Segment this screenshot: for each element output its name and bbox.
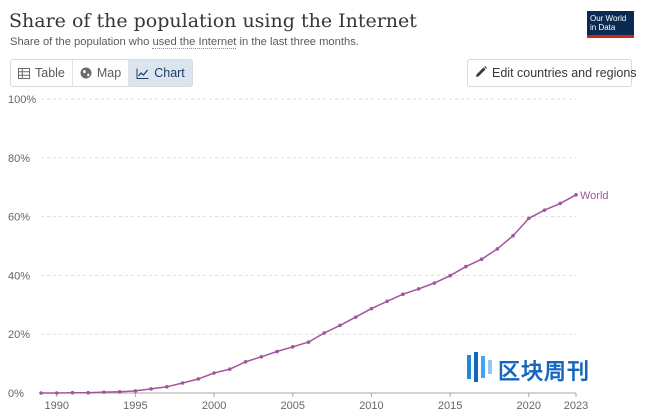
data-point <box>416 287 421 291</box>
data-point <box>322 331 327 335</box>
x-tick-label: 2023 <box>564 400 588 412</box>
watermark-text: 区块周刊 <box>498 359 591 385</box>
x-tick-label: 2010 <box>359 400 383 412</box>
y-tick-label: 20% <box>8 329 30 341</box>
data-point <box>290 345 295 349</box>
subtitle-definition-link[interactable]: used the Internet <box>152 36 237 49</box>
logo-line2: in Data <box>590 23 616 32</box>
data-point <box>526 216 531 221</box>
x-tick-label: 2020 <box>517 400 541 412</box>
y-tick-label: 80% <box>8 153 30 165</box>
data-point <box>149 387 153 391</box>
data-point <box>212 371 216 375</box>
data-point <box>432 281 437 285</box>
y-tick-label: 0% <box>8 388 24 400</box>
data-point <box>338 323 342 328</box>
data-point <box>196 377 201 381</box>
data-point <box>228 367 232 371</box>
data-point <box>385 299 389 304</box>
table-icon <box>18 67 30 79</box>
chart-subtitle: Share of the population who used the Int… <box>10 36 359 49</box>
data-point <box>306 340 311 344</box>
tab-map-label: Map <box>96 66 122 80</box>
data-point <box>542 208 547 212</box>
owid-logo[interactable]: Our World in Data <box>587 11 634 38</box>
data-point <box>165 385 169 389</box>
tab-table[interactable]: Table <box>11 60 73 86</box>
data-point <box>275 349 279 354</box>
data-point <box>495 247 500 251</box>
data-point <box>133 389 138 393</box>
y-tick-label: 40% <box>8 270 30 282</box>
data-point <box>353 315 358 319</box>
data-point <box>39 391 43 395</box>
y-tick-label: 100% <box>8 94 36 106</box>
x-tick-label: 2000 <box>202 400 226 412</box>
data-point <box>243 360 248 364</box>
data-point <box>479 257 484 262</box>
pencil-icon <box>475 65 487 81</box>
data-point <box>54 391 59 395</box>
view-tabs: Table Map Chart <box>10 59 193 87</box>
logo-line1: Our World <box>590 14 627 23</box>
data-point <box>574 193 578 197</box>
tab-chart[interactable]: Chart <box>129 60 192 86</box>
data-point <box>448 273 452 278</box>
globe-icon <box>80 67 92 79</box>
x-tick-label: 2005 <box>281 400 305 412</box>
tab-map[interactable]: Map <box>73 60 130 86</box>
x-tick-label: 2015 <box>438 400 462 412</box>
line-chart-icon <box>136 68 149 79</box>
series-label-world: World <box>580 190 609 202</box>
data-point <box>464 264 468 269</box>
data-point <box>558 201 563 206</box>
data-point <box>511 233 515 238</box>
tab-table-label: Table <box>35 66 65 80</box>
tab-chart-label: Chart <box>154 66 185 80</box>
data-point <box>117 390 122 394</box>
watermark: 区块周刊 <box>464 352 590 387</box>
edit-countries-button[interactable]: Edit countries and regions <box>467 59 637 87</box>
data-point <box>401 292 405 297</box>
subtitle-text-post: in the last three months. <box>236 36 359 48</box>
data-point <box>259 355 264 359</box>
data-point <box>102 390 106 394</box>
data-point <box>369 306 374 311</box>
x-tick-label: 1995 <box>123 400 147 412</box>
logo-accent-bar <box>587 35 634 38</box>
blocks-logo-icon <box>464 352 494 387</box>
y-tick-label: 60% <box>8 212 30 224</box>
x-tick-label: 1990 <box>44 400 68 412</box>
subtitle-text-pre: Share of the population who <box>10 36 153 48</box>
data-point <box>180 381 185 385</box>
data-point <box>70 390 75 395</box>
data-point <box>86 390 91 395</box>
edit-countries-label: Edit countries and regions <box>492 66 637 80</box>
chart-title: Share of the population using the Intern… <box>9 10 417 32</box>
